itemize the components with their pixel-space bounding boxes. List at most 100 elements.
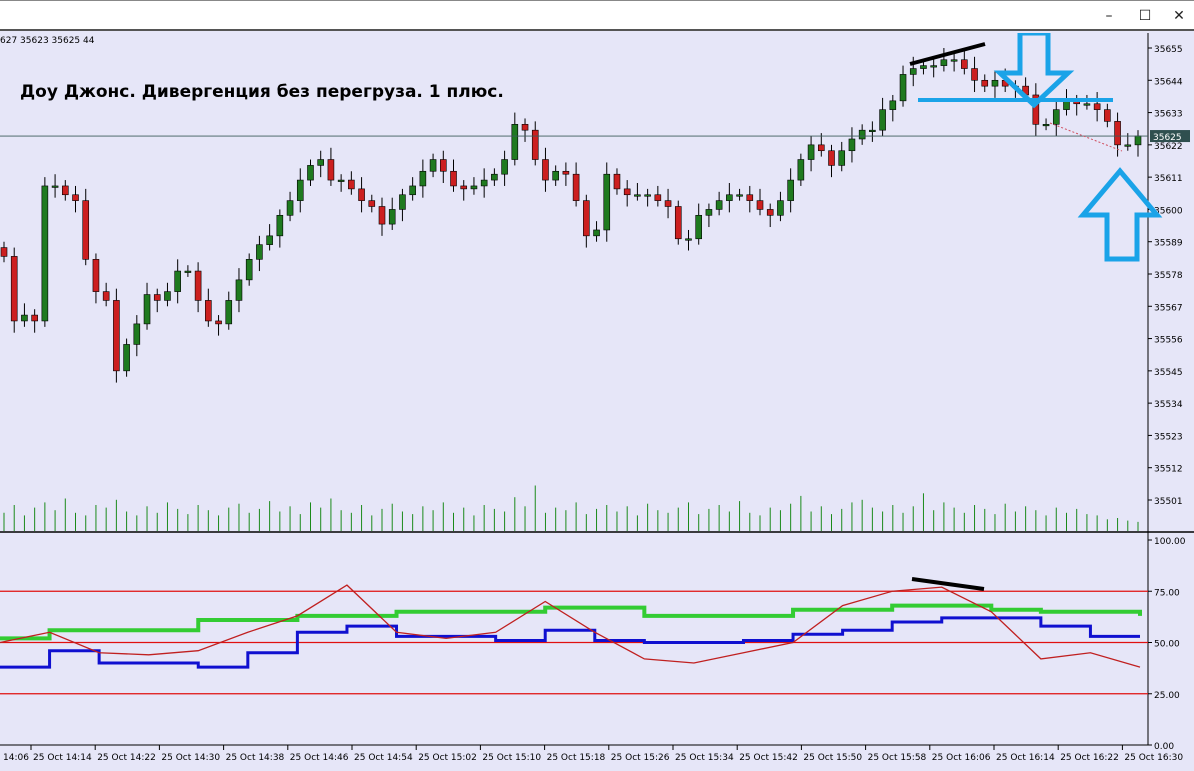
time-tick-label: 25 Oct 15:26 (611, 753, 670, 763)
candle-body (337, 179, 345, 182)
current-price-tag (1150, 130, 1190, 143)
candle-body (368, 200, 376, 207)
candle-body (971, 68, 978, 81)
candle-body (572, 173, 580, 201)
candle-body (1063, 100, 1070, 110)
candle-body (869, 129, 876, 132)
price-tick-label: 35578 (1154, 271, 1183, 281)
candle-body (235, 279, 243, 301)
time-tick-label: 25 Oct 16:06 (932, 753, 991, 763)
candle-body (296, 179, 304, 201)
candles (0, 48, 1142, 383)
candle-body (501, 159, 508, 175)
candle-body (664, 200, 672, 207)
candle-body (31, 314, 38, 322)
candle-body (726, 194, 733, 201)
candle-body (583, 200, 590, 237)
candle-body (644, 194, 651, 197)
candle-body (787, 179, 794, 201)
divergence-line-price (909, 42, 986, 66)
candle-body (1052, 109, 1060, 125)
candle-body (41, 185, 49, 322)
time-tick-label: 25 Oct 14:38 (226, 753, 285, 763)
candle-body (705, 209, 713, 216)
minimize-icon[interactable]: – (1105, 8, 1113, 24)
candle-body (470, 185, 478, 190)
time-tick-label: 25 Oct 16:14 (996, 753, 1055, 763)
candle-body (685, 238, 692, 241)
candle-body (491, 173, 498, 181)
candle-body (419, 170, 427, 187)
annotation-text: Доу Джонс. Дивергенция без перегруза. 1 … (20, 82, 504, 102)
price-tick-label: 35611 (1154, 174, 1183, 184)
candle-body (889, 100, 897, 110)
candle-body (715, 200, 723, 210)
candle-body (153, 294, 161, 301)
candle-body (245, 259, 253, 281)
candle-body (205, 300, 212, 322)
time-tick-label: 25 Oct 15:42 (739, 753, 798, 763)
candle-body (593, 229, 600, 237)
candle-body (623, 188, 631, 196)
candle-body (1124, 144, 1132, 147)
indicator-tick-label: 25.00 (1154, 691, 1180, 701)
time-tick-label: 14:06 (3, 753, 29, 763)
time-tick-label: 25 Oct 15:18 (547, 753, 606, 763)
candle-body (256, 244, 263, 260)
indicator-series-line (0, 603, 1142, 641)
candle-body (460, 185, 468, 190)
maximize-icon[interactable]: ☐ (1138, 8, 1152, 24)
candle-body (358, 188, 365, 201)
candle-body (807, 144, 815, 160)
time-tick-label: 25 Oct 15:10 (482, 753, 541, 763)
candle-body (1104, 109, 1111, 122)
candle-body (480, 179, 488, 187)
price-tick-label: 35655 (1154, 45, 1183, 55)
candle-body (766, 209, 774, 216)
candle-body (695, 214, 703, 240)
ohlc-readout: 627 35623 35625 44 (0, 36, 95, 46)
candle-body (378, 206, 386, 225)
candle-body (1114, 121, 1121, 146)
candle-body (266, 235, 273, 245)
candle-body (756, 200, 764, 210)
candle-body (531, 129, 539, 160)
candle-body (317, 159, 325, 166)
indicator-series-line (0, 584, 1141, 668)
indicator-pane: 100.00 75.00 50.00 25.00 0.00 (0, 531, 1194, 752)
candle-body (797, 159, 805, 181)
candle-body (613, 173, 621, 190)
candle-body (991, 79, 999, 87)
time-axis: 14:06 25 Oct 14:14 25 Oct 14:22 25 Oct 14:3… (0, 744, 1183, 763)
price-tick-label: 35556 (1154, 336, 1183, 346)
price-axis: 35655 35644 35633 35622 35611 35600 35589 35578… (0, 33, 1190, 745)
candle-body (654, 194, 662, 201)
candle-body (1093, 103, 1101, 110)
indicator-tick-label: 0.00 (1154, 742, 1174, 752)
candle-body (603, 173, 611, 231)
indicator-series-line (0, 616, 1140, 669)
candle-body (174, 270, 181, 292)
candle-body (674, 206, 682, 240)
candle-body (164, 291, 171, 301)
candle-body (450, 170, 457, 187)
candle-body (746, 194, 754, 201)
candle-body (736, 194, 743, 197)
close-icon[interactable]: ✕ (1173, 8, 1185, 24)
time-tick-label: 25 Oct 15:34 (675, 753, 734, 763)
price-tick-label: 35545 (1154, 368, 1183, 378)
time-tick-label: 25 Oct 14:54 (354, 753, 413, 763)
candle-body (981, 79, 989, 87)
price-tick-label: 35633 (1154, 110, 1183, 120)
time-tick-label: 25 Oct 14:14 (33, 753, 92, 763)
candle-body (61, 185, 69, 196)
price-tick-label: 35501 (1154, 497, 1183, 507)
current-price-label: 35625 (1153, 133, 1182, 143)
candle-body (879, 109, 886, 131)
time-tick-label: 25 Oct 14:22 (97, 753, 156, 763)
candle-body (940, 59, 948, 66)
time-tick-label: 25 Oct 15:02 (418, 753, 477, 763)
candle-body (123, 344, 130, 372)
price-chart[interactable]: 627 35623 35625 44 Доу Джонс. Дивергенци… (0, 33, 1194, 771)
candle-body (1083, 103, 1091, 106)
